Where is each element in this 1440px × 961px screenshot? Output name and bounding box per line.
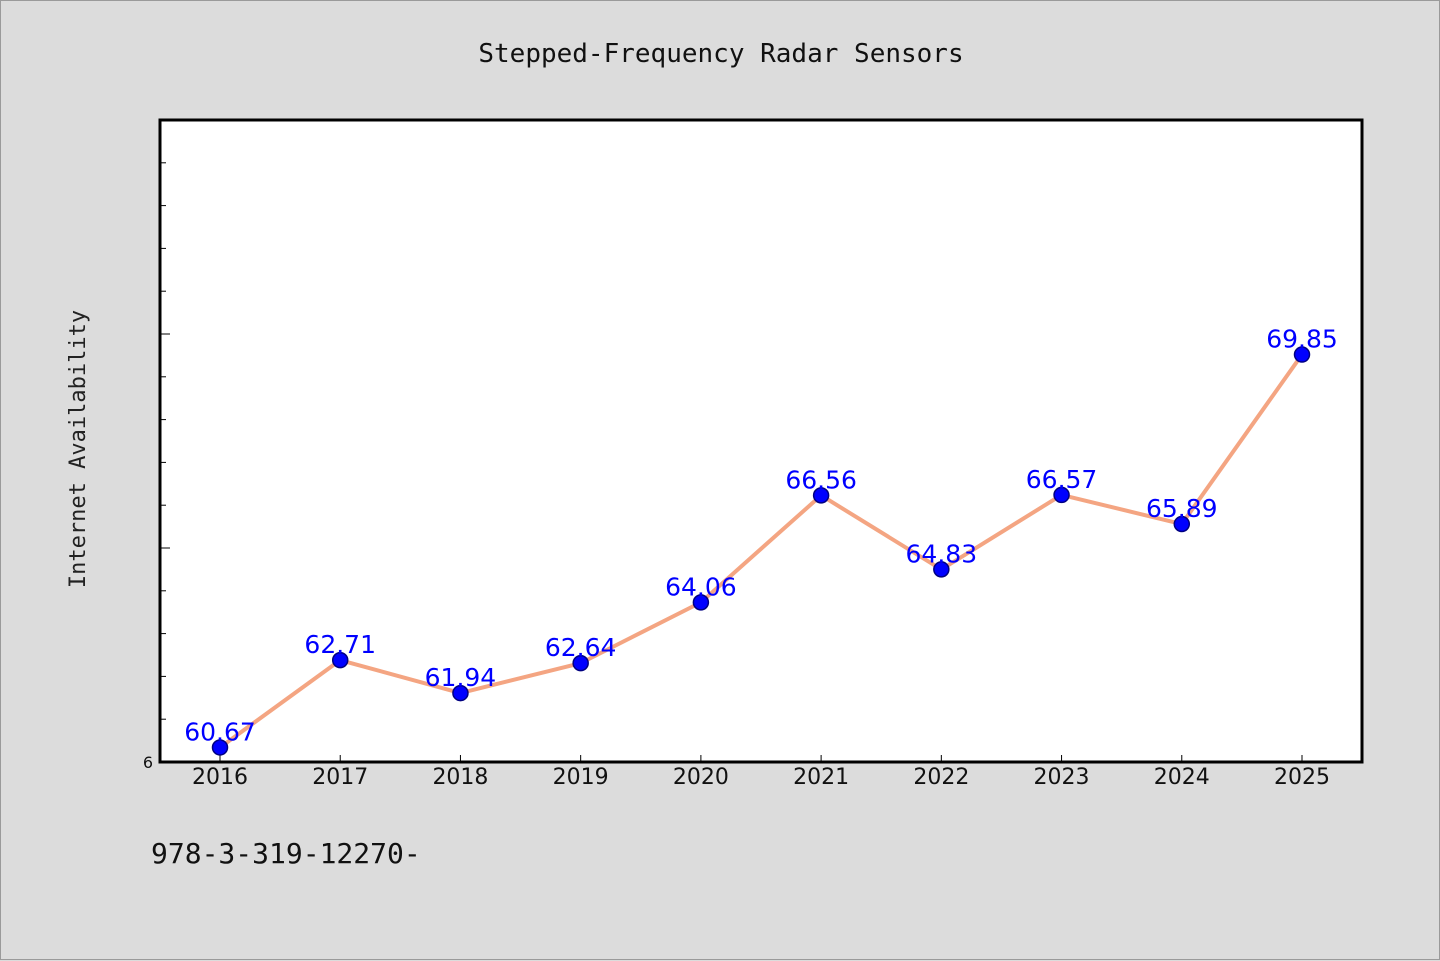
data-point <box>211 739 229 756</box>
data-label: 64.83 <box>906 539 978 568</box>
x-tick-label: 2025 <box>1274 765 1330 790</box>
data-labels: 60.67 62.71 61.94 62.64 64.06 66.56 64.83 66.57… <box>184 325 1338 747</box>
data-point <box>933 561 950 578</box>
data-label: 65.89 <box>1146 494 1218 523</box>
data-label: 62.71 <box>304 630 376 659</box>
data-point <box>692 594 710 611</box>
series-line <box>218 352 1304 750</box>
y-axis-label: Internet Availability <box>66 310 91 588</box>
x-tick-label: 2024 <box>1154 765 1210 790</box>
footer-text: 978-3-319-12270- <box>151 837 421 870</box>
axis-ticks: 2016 2017 2018 2019 2020 2021 2022 2023 2024 2025… <box>143 162 1330 790</box>
x-tick-label: 2023 <box>1034 765 1090 790</box>
data-label: 69.85 <box>1266 325 1338 354</box>
x-tick-label: 2022 <box>913 765 969 790</box>
data-label: 62.64 <box>545 633 617 662</box>
data-label: 66.57 <box>1026 465 1098 494</box>
x-tick-label: 2018 <box>432 765 488 790</box>
data-label: 66.56 <box>785 465 857 494</box>
data-point <box>452 684 469 702</box>
data-point <box>1053 486 1070 504</box>
series-layer <box>211 346 1311 756</box>
data-label: 60.67 <box>184 717 256 746</box>
data-label: 64.06 <box>665 572 737 601</box>
x-tick-label: 2021 <box>793 765 849 790</box>
data-point <box>572 654 589 672</box>
data-point <box>812 487 830 504</box>
x-tick-label: 2017 <box>312 765 368 790</box>
plot-area <box>160 120 1362 762</box>
data-point <box>1293 346 1311 363</box>
data-point <box>331 651 349 669</box>
data-point <box>1173 515 1191 533</box>
x-tick-label: 2016 <box>192 765 248 790</box>
data-label: 61.94 <box>425 663 497 692</box>
x-tick-label: 2020 <box>673 765 729 790</box>
x-tick-label: 2019 <box>553 765 609 790</box>
y-tick-label: 6 <box>143 753 153 772</box>
chart-title: Stepped-Frequency Radar Sensors <box>478 39 963 69</box>
plot-frame <box>158 118 1364 764</box>
